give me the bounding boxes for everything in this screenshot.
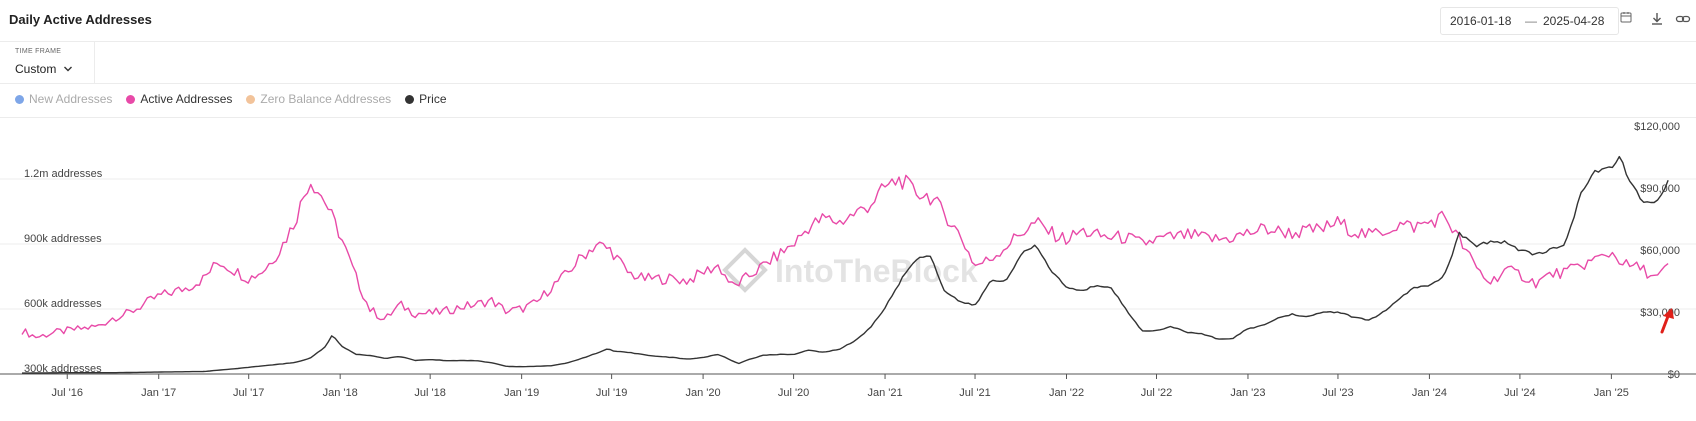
active-addresses-series-line	[21, 174, 1669, 339]
x-tick-label: Jul '20	[778, 387, 809, 399]
x-tick-label: Jul '21	[959, 387, 990, 399]
x-tick-label: Jan '23	[1230, 387, 1265, 399]
y-left-tick-label: 600k addresses	[24, 298, 102, 310]
date-range-picker[interactable]: 2016-01-18 — 2025-04-28	[1440, 7, 1619, 35]
date-end[interactable]: 2025-04-28	[1543, 14, 1605, 28]
y-left-tick-label: 1.2m addresses	[24, 168, 103, 180]
y-left-tick-label: 900k addresses	[24, 233, 102, 245]
date-separator: —	[1525, 14, 1537, 28]
x-tick-label: Jan '20	[686, 387, 721, 399]
date-start[interactable]: 2016-01-18	[1450, 14, 1512, 28]
x-tick-label: Jan '17	[141, 387, 176, 399]
legend-item-zero-balance-addresses[interactable]: Zero Balance Addresses	[246, 92, 391, 106]
link-icon[interactable]	[1675, 11, 1691, 27]
y-right-tick-label: $60,000	[1640, 245, 1680, 257]
x-tick-label: Jan '19	[504, 387, 539, 399]
y-right-tick-label: $90,000	[1640, 183, 1680, 195]
legend-item-new-addresses[interactable]: New Addresses	[15, 92, 112, 106]
arrow-head	[1663, 308, 1674, 319]
y-right-tick-label: $30,000	[1640, 307, 1680, 319]
x-tick-label: Jan '21	[867, 387, 902, 399]
x-tick-label: Jan '24	[1412, 387, 1447, 399]
legend-dot	[126, 94, 136, 104]
legend-label: Zero Balance Addresses	[260, 92, 392, 106]
legend-dot	[15, 94, 24, 104]
legend-dot	[405, 94, 415, 104]
timeframe-value[interactable]: Custom	[15, 62, 57, 76]
legend-label: Active Addresses	[140, 92, 233, 106]
y-right-tick-label: $120,000	[1634, 121, 1680, 133]
timeframe-selector[interactable]: TIME FRAME Custom	[0, 41, 95, 83]
x-tick-label: Jul '24	[1504, 387, 1535, 399]
x-tick-label: Jan '22	[1049, 387, 1084, 399]
toolbar-divider	[0, 83, 1696, 84]
watermark-text: IntoTheBlock	[775, 253, 978, 289]
legend-dot	[246, 94, 256, 104]
legend-item-active-addresses[interactable]: Active Addresses	[126, 92, 232, 106]
chart-title: Daily Active Addresses	[9, 12, 152, 27]
x-tick-label: Jul '19	[596, 387, 627, 399]
chart-legend: New Addresses Active Addresses Zero Bala…	[15, 92, 461, 106]
chevron-down-icon[interactable]	[63, 65, 73, 73]
download-icon[interactable]	[1649, 11, 1665, 27]
timeframe-label: TIME FRAME	[15, 48, 62, 55]
x-tick-label: Jul '16	[52, 387, 83, 399]
calendar-icon[interactable]	[1620, 11, 1632, 23]
price-series-line	[22, 155, 1669, 374]
x-tick-label: Jul '17	[233, 387, 264, 399]
x-tick-label: Jul '22	[1141, 387, 1172, 399]
x-tick-label: Jul '23	[1322, 387, 1353, 399]
chart-header: Daily Active Addresses 2016-01-18 — 2025…	[0, 0, 1696, 42]
x-tick-label: Jul '18	[414, 387, 445, 399]
x-tick-label: Jan '25	[1594, 387, 1629, 399]
legend-divider	[0, 117, 1696, 118]
y-right-tick-label: $0	[1668, 369, 1680, 381]
watermark-icon	[722, 247, 768, 293]
x-tick-label: Jan '18	[323, 387, 358, 399]
legend-label: New Addresses	[29, 92, 113, 106]
legend-label: Price	[419, 92, 447, 106]
legend-item-price[interactable]: Price	[405, 92, 447, 106]
